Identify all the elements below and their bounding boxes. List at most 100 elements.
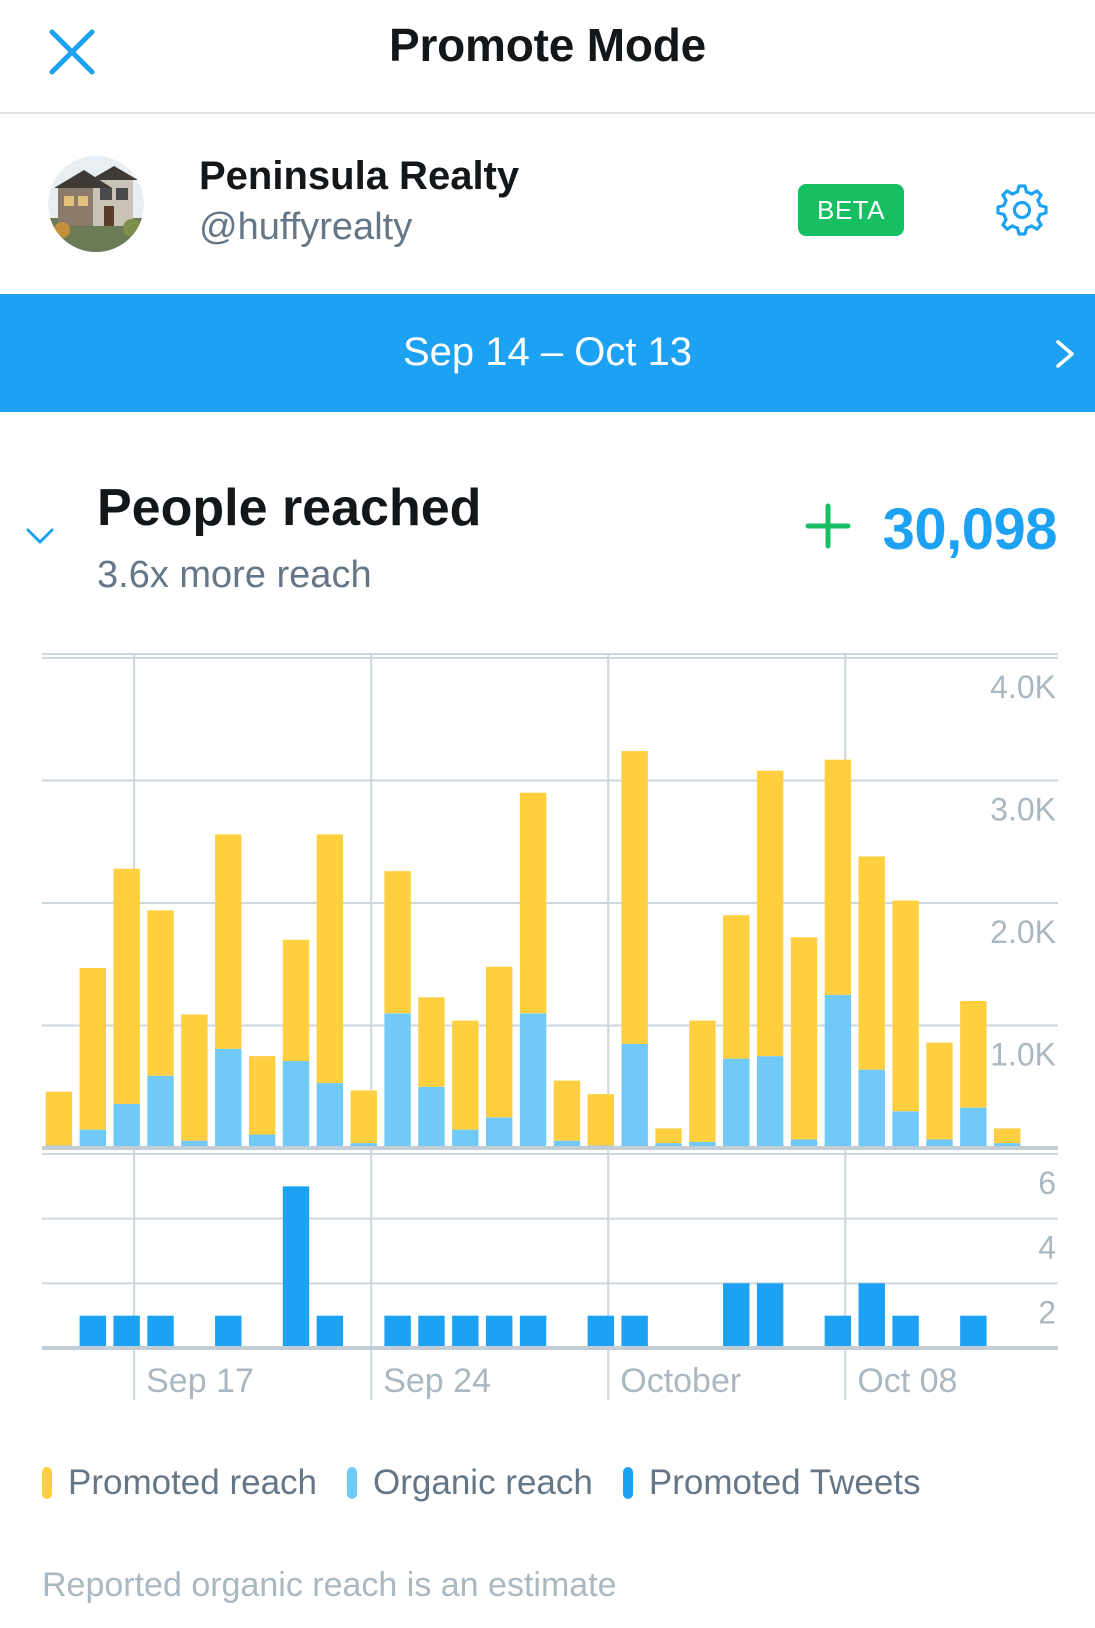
promoted-tweets-bar: [723, 1283, 750, 1348]
organic-reach-bar: [316, 1083, 344, 1148]
promoted-tweets-bar: [147, 1315, 174, 1348]
organic-reach-bar: [689, 1141, 716, 1148]
promoted-tweets-bar: [892, 1315, 919, 1348]
promoted-reach-bar: [248, 1056, 276, 1135]
chevron-down-icon[interactable]: [22, 520, 58, 550]
promoted-tweets-bar: [621, 1315, 648, 1348]
organic-reach-bar: [418, 1086, 445, 1148]
legend-label: Organic reach: [373, 1463, 593, 1502]
organic-reach-bar: [723, 1058, 750, 1148]
legend-label: Promoted Tweets: [648, 1463, 921, 1502]
promoted-reach-bar: [790, 937, 818, 1140]
organic-reach-bar: [519, 1013, 547, 1148]
organic-reach-bar: [113, 1103, 140, 1148]
metric-title: People reached: [97, 479, 482, 537]
promoted-reach-bar: [519, 792, 547, 1014]
promoted-reach-bar: [553, 1080, 581, 1141]
organic-reach-bar: [960, 1107, 987, 1148]
promoted-tweets-bar: [587, 1315, 615, 1348]
organic-reach-bar: [553, 1140, 581, 1148]
legend-swatch: [42, 1467, 52, 1499]
legend-item-promoted-tweets: Promoted Tweets: [622, 1463, 921, 1503]
promoted-reach-bar: [45, 1091, 73, 1146]
legend-item-organic-reach: Organic reach: [347, 1463, 593, 1503]
y-tick-label: 4: [1038, 1230, 1056, 1266]
legend-swatch: [622, 1467, 633, 1499]
organic-reach-bar: [181, 1140, 208, 1148]
organic-reach-bar: [926, 1139, 953, 1148]
metric-subtitle: 3.6x more reach: [97, 554, 372, 596]
organic-reach-bar: [350, 1143, 377, 1148]
promoted-tweets-bar: [282, 1186, 310, 1348]
promoted-tweets-bar: [824, 1315, 852, 1348]
account-row: Peninsula Realty @huffyrealty BETA: [0, 114, 1095, 294]
promoted-reach-bar: [621, 751, 648, 1044]
date-range-label: Sep 14 – Oct 13: [402, 330, 693, 374]
y-tick-label: 1.0K: [990, 1037, 1056, 1073]
promoted-reach-bar: [282, 939, 310, 1062]
house-photo: [48, 156, 144, 252]
promoted-reach-bar: [655, 1128, 682, 1144]
organic-reach-bar: [756, 1056, 784, 1148]
promoted-tweets-bar: [418, 1315, 445, 1348]
organic-reach-bar: [248, 1134, 276, 1148]
promoted-reach-bar: [993, 1128, 1021, 1144]
promoted-tweets-bar: [452, 1315, 479, 1348]
promoted-reach-bar: [384, 871, 411, 1014]
metric-value: 30,098: [882, 497, 1058, 562]
page-title: Promote Mode: [388, 19, 707, 71]
legend-item-promoted-reach: Promoted reach: [42, 1463, 317, 1503]
promoted-reach-bar: [892, 900, 919, 1112]
organic-reach-bar: [282, 1061, 310, 1148]
top-bar: Promote Mode: [0, 0, 1095, 114]
organic-reach-bar: [824, 994, 852, 1148]
organic-reach-bar: [790, 1139, 818, 1148]
promoted-reach-bar: [824, 759, 852, 995]
promoted-reach-bar: [79, 967, 107, 1130]
promoted-tweets-bar: [756, 1283, 784, 1348]
promoted-tweets-bar: [79, 1315, 107, 1348]
avatar: [48, 156, 144, 252]
reach-chart: 1.0K 2.0K 3.0K 4.0K 2 4 6 Sep 17 Sep 24 October Oc…: [0, 640, 1095, 1410]
legend-swatch: [347, 1467, 358, 1499]
x-tick-label: Sep 24: [383, 1362, 491, 1400]
promoted-reach-bar: [215, 834, 242, 1049]
promoted-reach-bar: [485, 966, 513, 1118]
organic-reach-bar: [655, 1143, 682, 1148]
y-tick-label: 2: [1038, 1294, 1056, 1330]
organic-reach-bar: [858, 1069, 885, 1148]
organic-reach-bar: [147, 1075, 174, 1148]
promoted-reach-bar: [723, 915, 750, 1059]
promoted-tweets-bar: [316, 1315, 344, 1348]
promoted-tweets-bar: [960, 1315, 987, 1348]
account-handle: @huffyrealty: [199, 206, 413, 248]
reach-chart-svg: 1.0K 2.0K 3.0K 4.0K 2 4 6 Sep 17 Sep 24 October Oc…: [42, 653, 1058, 1400]
organic-reach-bar: [384, 1013, 411, 1148]
beta-badge: BETA: [798, 184, 904, 236]
promoted-reach-bar: [756, 770, 784, 1057]
organic-reach-bar: [993, 1143, 1021, 1148]
promoted-tweets-bar: [485, 1315, 513, 1348]
organic-reach-bar: [621, 1043, 648, 1148]
promoted-reach-bar: [113, 868, 140, 1104]
promoted-reach-bar: [350, 1090, 377, 1144]
promoted-tweets-bar: [215, 1315, 242, 1348]
promoted-tweets-bar: [384, 1315, 411, 1348]
chevron-right-icon[interactable]: [1050, 334, 1080, 374]
x-tick-label: October: [620, 1362, 741, 1400]
promoted-reach-bar: [452, 1020, 479, 1130]
promoted-reach-bar: [147, 910, 174, 1076]
account-name: Peninsula Realty: [199, 154, 520, 198]
organic-reach-bar: [452, 1129, 479, 1148]
promoted-reach-bar: [960, 1001, 987, 1108]
gear-icon[interactable]: [992, 180, 1052, 240]
chart-legend: Promoted reach Organic reach Promoted Tw…: [42, 1458, 951, 1508]
promoted-reach-bar: [926, 1042, 953, 1140]
promoted-reach-bar: [858, 856, 885, 1070]
organic-reach-bar: [892, 1111, 919, 1148]
x-tick-label: Sep 17: [146, 1362, 254, 1400]
organic-reach-bar: [215, 1048, 242, 1148]
organic-reach-bar: [79, 1129, 107, 1148]
date-range-bar[interactable]: Sep 14 – Oct 13: [0, 294, 1095, 412]
close-icon[interactable]: [44, 24, 100, 80]
